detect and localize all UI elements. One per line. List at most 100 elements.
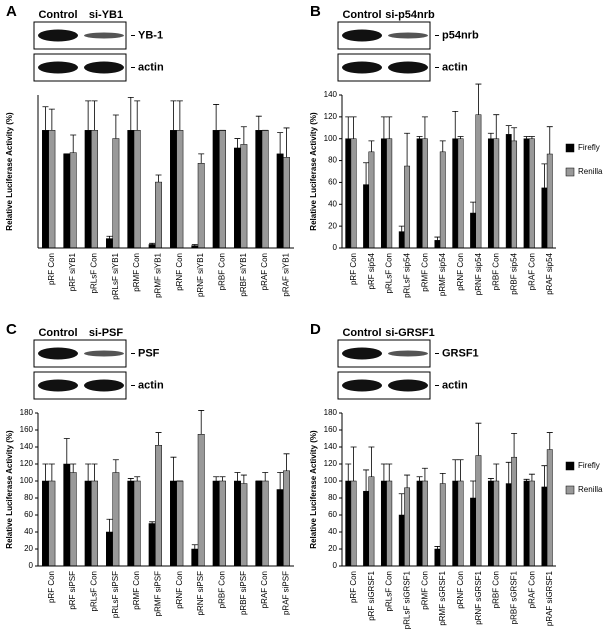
bar (511, 456, 518, 567)
error-bar (345, 116, 352, 139)
band-label: actin (138, 61, 164, 73)
x-tick-label: pRLsF siGRSF1 (403, 570, 412, 629)
x-tick-label: pRNF sGRSF1 (474, 570, 483, 624)
x-tick-label: pRLsF Con (89, 571, 98, 611)
bar (170, 130, 177, 249)
error-bar (155, 432, 162, 446)
error-bar (434, 546, 441, 549)
bar (219, 130, 226, 249)
panel-letter: B (310, 3, 321, 20)
x-tick-label: pRNF Con (456, 253, 465, 291)
blot-band (342, 29, 382, 42)
error-bar (416, 476, 423, 481)
x-tick-label: pRMF Con (132, 253, 141, 292)
error-bar (283, 127, 290, 158)
error-bar (546, 126, 553, 155)
bar (422, 138, 428, 249)
error-bar (134, 100, 141, 131)
bar (276, 489, 284, 567)
bar (48, 480, 56, 567)
error-bar (91, 100, 98, 131)
error-bar (198, 153, 205, 164)
error-bar (546, 432, 553, 450)
lane-label: Control (342, 327, 381, 339)
bar (457, 480, 464, 567)
x-tick-label: pRNF Con (175, 571, 184, 609)
bar (398, 514, 405, 567)
bar (63, 463, 71, 567)
error-bar (386, 463, 393, 481)
x-tick-label: pRMF siYB1 (153, 252, 162, 297)
error-bar (511, 127, 518, 141)
lane-label: si-p54nrb (385, 9, 435, 21)
error-bar (523, 136, 530, 139)
band-label: GRSF1 (442, 347, 479, 359)
blot-band (38, 379, 78, 392)
bar (84, 130, 92, 249)
error-bar (262, 472, 269, 481)
error-bar (112, 114, 119, 139)
error-bar (255, 115, 262, 131)
bar (283, 470, 290, 567)
x-tick-label: pRAF siYB1 (281, 252, 290, 296)
band-label: actin (442, 61, 468, 73)
bar (470, 497, 476, 567)
bar (212, 480, 220, 567)
error-bar (523, 478, 530, 481)
bar (386, 138, 393, 249)
error-bar (541, 465, 548, 487)
y-axis-label: Relative Luciferase Activity (%) (5, 430, 14, 549)
bar (368, 151, 375, 249)
error-bar (170, 100, 177, 131)
bar (457, 138, 464, 249)
bar (276, 153, 284, 249)
panel-letter: A (6, 3, 17, 20)
bar (155, 181, 162, 249)
error-bar (219, 476, 226, 481)
x-tick-label: pRMF Con (420, 571, 429, 610)
lane-label: Control (342, 9, 381, 21)
y-tick-label: 80 (328, 493, 337, 502)
error-bar (191, 544, 198, 549)
error-bar (198, 410, 205, 435)
error-bar (106, 518, 113, 532)
x-tick-label: pRF Con (47, 253, 56, 285)
bar (112, 138, 120, 249)
error-bar (439, 140, 446, 152)
error-bar (386, 116, 393, 139)
bar (176, 130, 184, 249)
error-bar (48, 108, 55, 131)
bar (106, 531, 113, 567)
error-bar (470, 201, 477, 214)
x-tick-label: pRLsF Con (89, 253, 98, 293)
band-label: actin (138, 379, 164, 391)
error-bar (70, 134, 77, 153)
y-tick-label: 0 (333, 561, 338, 570)
y-tick-label: 140 (324, 442, 338, 451)
x-tick-label: pRBF sGRSF1 (510, 570, 519, 624)
error-bar (439, 472, 446, 484)
lane-label: Control (38, 327, 77, 339)
bar (350, 480, 357, 567)
error-bar (127, 478, 134, 481)
y-tick-label: 100 (20, 476, 34, 485)
bar (261, 130, 269, 249)
bar (69, 472, 77, 567)
bar (434, 240, 441, 249)
error-bar (380, 463, 387, 481)
bar (197, 434, 205, 567)
x-tick-label: pRMF Con (132, 571, 141, 610)
bar (261, 480, 269, 567)
y-tick-label: 140 (20, 442, 34, 451)
error-bar (42, 463, 49, 481)
x-tick-label: pRAF Con (260, 253, 269, 290)
blot-band (38, 29, 78, 42)
bar (155, 445, 162, 567)
bar (133, 480, 141, 567)
error-bar (416, 136, 423, 139)
x-tick-label: pRNF siYB1 (196, 252, 205, 297)
error-bar (63, 438, 70, 464)
bar (234, 480, 241, 567)
bar (493, 138, 500, 249)
y-tick-label: 40 (24, 527, 33, 536)
